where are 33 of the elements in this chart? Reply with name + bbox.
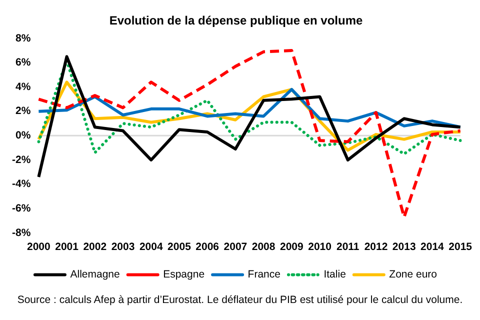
legend-label: Allemagne bbox=[70, 268, 120, 281]
y-tick-label: 6% bbox=[15, 56, 32, 69]
y-tick-label: -2% bbox=[12, 154, 32, 166]
legend-label: Zone euro bbox=[389, 268, 438, 281]
x-tick-label: 2004 bbox=[139, 241, 163, 254]
x-tick-label: 2008 bbox=[252, 241, 276, 254]
x-tick-label: 2012 bbox=[364, 241, 388, 254]
legend-label: Espagne bbox=[163, 268, 205, 281]
x-tick-label: 2002 bbox=[83, 241, 107, 254]
y-tick-label: -4% bbox=[12, 178, 32, 190]
x-tick-label: 2005 bbox=[168, 241, 192, 254]
y-tick-label: -6% bbox=[12, 202, 32, 214]
x-tick-label: 2001 bbox=[55, 241, 79, 254]
legend-label: Italie bbox=[324, 268, 346, 281]
y-tick-label: -8% bbox=[12, 226, 32, 239]
y-tick-label: 0% bbox=[15, 130, 32, 142]
x-tick-label: 2009 bbox=[280, 241, 304, 254]
y-tick-label: 8% bbox=[15, 32, 32, 44]
x-tick-label: 2015 bbox=[448, 241, 472, 254]
x-tick-label: 2011 bbox=[336, 241, 360, 254]
legend-label: France bbox=[248, 268, 281, 281]
x-tick-label: 2003 bbox=[111, 241, 135, 254]
y-tick-label: 2% bbox=[15, 105, 32, 118]
x-tick-label: 2010 bbox=[308, 241, 332, 254]
line-series bbox=[37, 49, 462, 219]
x-tick-label: 2013 bbox=[392, 241, 416, 254]
y-tick-label: 4% bbox=[15, 80, 32, 93]
x-tick-label: 2006 bbox=[196, 241, 220, 254]
chart-title: Evolution de la dépense publique en volume bbox=[109, 14, 364, 28]
x-tick-label: 2007 bbox=[224, 241, 248, 254]
x-tick-label: 2014 bbox=[420, 241, 444, 254]
source-note: Source : calculs Afep à partir d’Eurostat. Le déflateur du PIB est utilisé pour le calcul du volume. bbox=[16, 294, 464, 306]
x-tick-label: 2000 bbox=[26, 241, 51, 254]
